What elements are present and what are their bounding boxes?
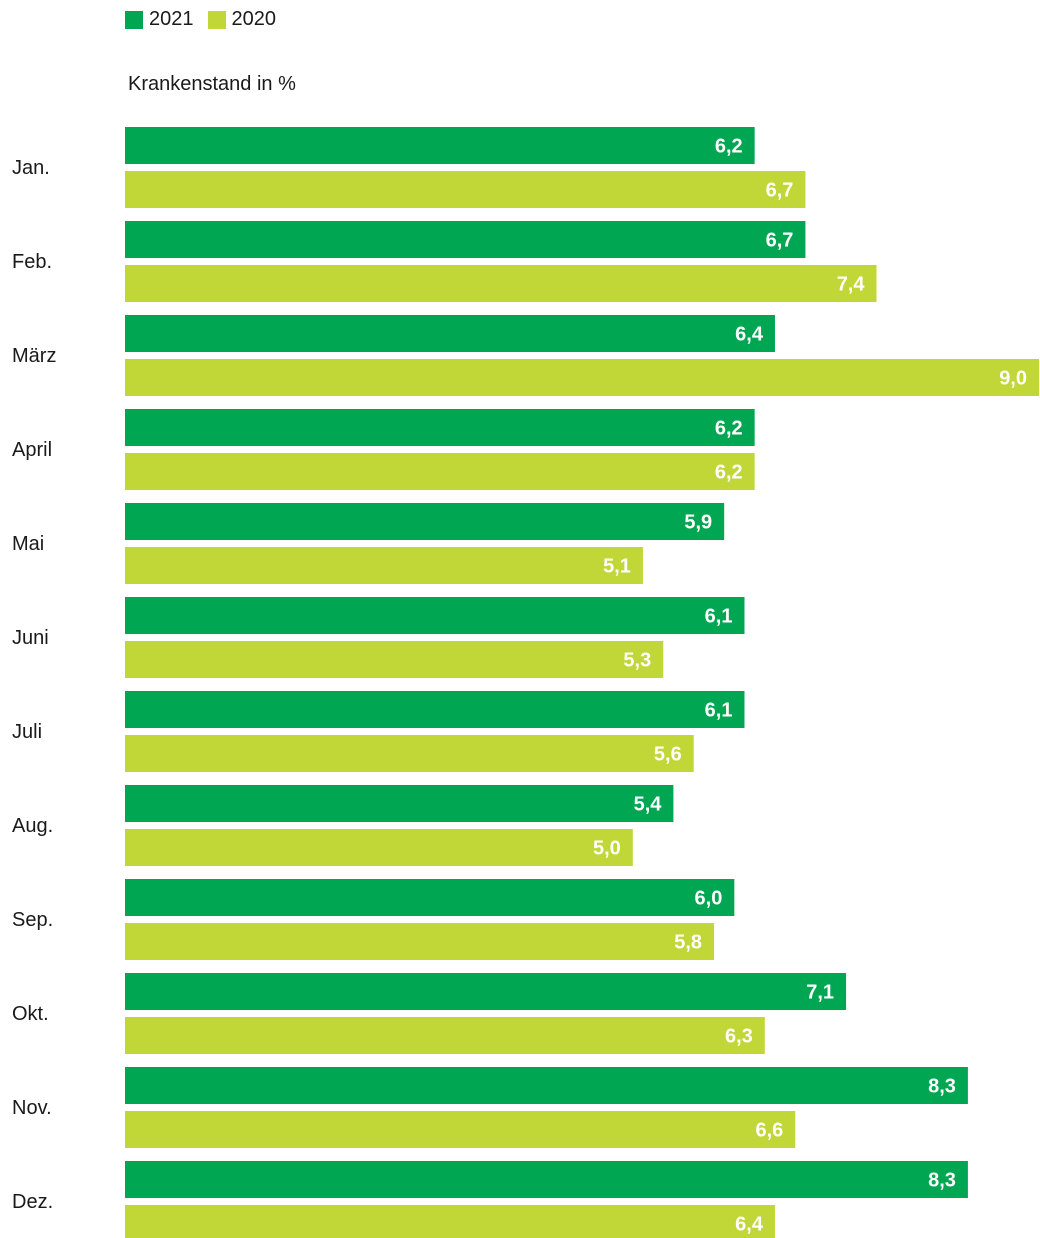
bar-2021 xyxy=(125,315,775,352)
bar-2021 xyxy=(125,1161,968,1198)
data-label: 6,2 xyxy=(715,418,743,440)
bar-2020 xyxy=(125,453,755,490)
legend-item-2020: 2020 xyxy=(207,8,277,31)
category-label: Juni xyxy=(12,627,49,649)
legend: 2021 2020 xyxy=(125,8,290,31)
data-label: 6,2 xyxy=(715,462,743,484)
data-label: 5,1 xyxy=(603,556,631,578)
data-label: 6,6 xyxy=(755,1120,783,1142)
category-label: Feb. xyxy=(12,251,52,273)
legend-item-2021: 2021 xyxy=(125,8,194,31)
data-label: 6,3 xyxy=(725,1026,753,1048)
axis-title: Krankenstand in % xyxy=(128,73,296,95)
bar-2021 xyxy=(125,597,745,634)
category-label: Dez. xyxy=(12,1191,53,1213)
data-label: 6,7 xyxy=(766,180,794,202)
bar-2020 xyxy=(125,735,694,772)
bar-2020 xyxy=(125,641,664,678)
data-label: 8,3 xyxy=(928,1076,956,1098)
bar-2020 xyxy=(125,171,806,208)
bar-2021 xyxy=(125,127,755,164)
data-label: 5,3 xyxy=(623,650,651,672)
category-label: März xyxy=(12,345,56,367)
data-label: 7,4 xyxy=(837,274,866,296)
data-label: 5,0 xyxy=(593,838,621,860)
data-label: 7,1 xyxy=(806,982,834,1004)
data-label: 6,1 xyxy=(705,606,733,628)
legend-label-2020: 2020 xyxy=(231,8,277,30)
category-label: Juli xyxy=(12,721,42,743)
bar-2021 xyxy=(125,973,847,1010)
bar-2021 xyxy=(125,409,755,446)
data-label: 5,8 xyxy=(674,932,702,954)
data-label: 6,4 xyxy=(735,324,764,346)
data-label: 9,0 xyxy=(999,368,1027,390)
bar-2021 xyxy=(125,879,735,916)
legend-swatch-2020 xyxy=(207,10,226,29)
bar-2021 xyxy=(125,691,745,728)
data-label: 6,1 xyxy=(705,700,733,722)
data-label: 5,4 xyxy=(634,794,663,816)
bar-2021 xyxy=(125,1067,968,1104)
category-label: Mai xyxy=(12,533,44,555)
data-label: 5,9 xyxy=(684,512,712,534)
data-label: 8,3 xyxy=(928,1170,956,1192)
data-label: 6,4 xyxy=(735,1214,764,1236)
bar-2021 xyxy=(125,221,806,258)
legend-label-2021: 2021 xyxy=(149,8,194,30)
category-label: Nov. xyxy=(12,1097,52,1119)
category-label: Jan. xyxy=(12,157,50,179)
bar-2020 xyxy=(125,829,633,866)
category-label: Aug. xyxy=(12,815,53,837)
data-label: 6,2 xyxy=(715,136,743,158)
category-label: April xyxy=(12,439,52,461)
bar-2021 xyxy=(125,785,674,822)
bar-2020 xyxy=(125,1111,796,1148)
data-label: 6,0 xyxy=(695,888,723,910)
bar-2020 xyxy=(125,1205,775,1238)
bar-2020 xyxy=(125,923,715,960)
bar-2020 xyxy=(125,547,643,584)
bar-2020 xyxy=(125,359,1039,396)
legend-swatch-2021 xyxy=(125,10,143,29)
data-label: 5,6 xyxy=(654,744,682,766)
category-label: Okt. xyxy=(12,1003,49,1025)
category-label: Sep. xyxy=(12,909,53,931)
bar-2020 xyxy=(125,265,877,302)
data-label: 6,7 xyxy=(766,230,794,252)
bar-2021 xyxy=(125,503,725,540)
bar-2020 xyxy=(125,1017,765,1054)
